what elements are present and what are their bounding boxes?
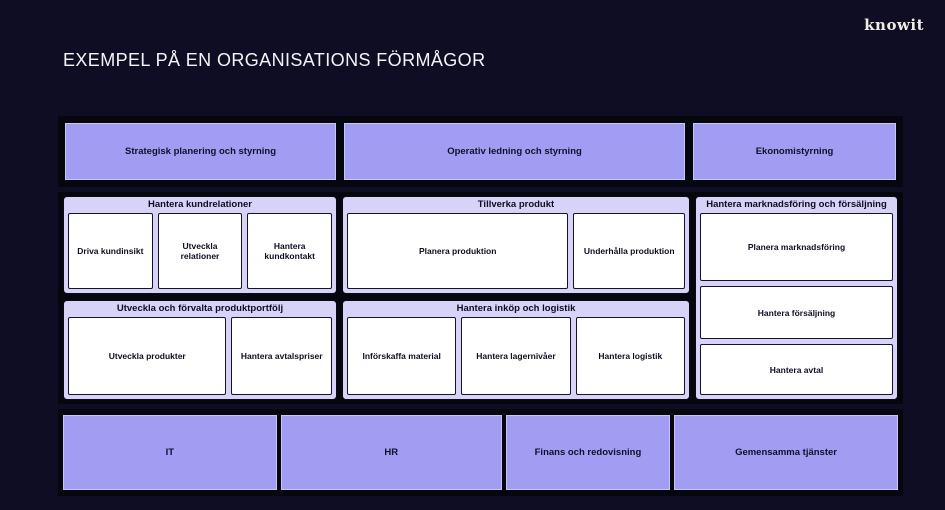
capability-it: IT: [63, 415, 277, 490]
group-hantera-inkop-och-logistik: Hantera inköp och logistik Införskaffa m…: [342, 299, 690, 400]
capability-hantera-avtal: Hantera avtal: [700, 344, 893, 395]
group-title: Utveckla och förvalta produktportfölj: [116, 302, 284, 314]
capability-hantera-avtalspriser: Hantera avtalspriser: [231, 316, 332, 395]
core-capabilities-band: Hantera kundrelationer Driva kundinsikt …: [58, 192, 903, 404]
group-title: Hantera marknadsföring och försäljning: [706, 199, 887, 210]
group-body: Driva kundinsikt Utveckla relationer Han…: [64, 213, 336, 293]
group-hantera-marknadsforing-och-forsaljning: Hantera marknadsföring och försäljning P…: [695, 196, 898, 400]
capability-inforskaffa-material: Införskaffa material: [347, 316, 457, 395]
capability-hantera-logistik: Hantera logistik: [575, 316, 685, 395]
capability-underhalla-produktion: Underhålla produktion: [573, 213, 685, 289]
capability-utveckla-produkter: Utveckla produkter: [68, 316, 227, 395]
capability-gemensamma-tjanster: Gemensamma tjänster: [674, 415, 898, 490]
column-center: Tillverka produkt Planera produktion Und…: [342, 196, 690, 400]
capability-strategisk-planering-och-styrning: Strategisk planering och styrning: [65, 123, 337, 180]
group-body: Planera marknadsföring Hantera försäljni…: [696, 213, 897, 399]
group-utveckla-och-forvalta-produktportfolj: Utveckla och förvalta produktportfölj Ut…: [63, 299, 337, 400]
group-hantera-kundrelationer: Hantera kundrelationer Driva kundinsikt …: [63, 196, 337, 294]
capability-hantera-kundkontakt: Hantera kundkontakt: [247, 213, 333, 289]
capability-ekonomistyrning: Ekonomistyrning: [693, 123, 896, 180]
capability-hantera-forsaljning: Hantera försäljning: [700, 285, 893, 340]
group-title: Tillverka produkt: [477, 199, 555, 210]
group-body: Införskaffa material Hantera lagernivåer…: [343, 316, 689, 399]
column-left: Hantera kundrelationer Driva kundinsikt …: [63, 196, 337, 400]
column-right: Hantera marknadsföring och försäljning P…: [695, 196, 898, 400]
capability-hantera-lagernivaer: Hantera lagernivåer: [461, 316, 571, 395]
group-title: Hantera inköp och logistik: [456, 302, 576, 314]
capability-operativ-ledning-och-styrning: Operativ ledning och styrning: [344, 123, 685, 180]
top-capabilities-band: Strategisk planering och styrning Operat…: [58, 116, 903, 187]
group-tillverka-produkt: Tillverka produkt Planera produktion Und…: [342, 196, 690, 294]
capability-utveckla-relationer: Utveckla relationer: [157, 213, 243, 289]
group-body: Planera produktion Underhålla produktion: [343, 213, 689, 293]
group-title: Hantera kundrelationer: [148, 199, 252, 210]
capability-planera-marknadsforing: Planera marknadsföring: [700, 213, 893, 281]
knowit-logo: knowit: [864, 16, 924, 34]
support-capabilities-band: IT HR Finans och redovisning Gemensamma …: [58, 409, 903, 496]
group-body: Utveckla produkter Hantera avtalspriser: [64, 316, 336, 399]
page-title: EXEMPEL PÅ EN ORGANISATIONS FÖRMÅGOR: [63, 50, 486, 70]
capability-planera-produktion: Planera produktion: [347, 213, 569, 289]
capability-hr: HR: [280, 415, 502, 490]
capability-driva-kundinsikt: Driva kundinsikt: [68, 213, 153, 289]
capability-finans-och-redovisning: Finans och redovisning: [505, 415, 671, 490]
